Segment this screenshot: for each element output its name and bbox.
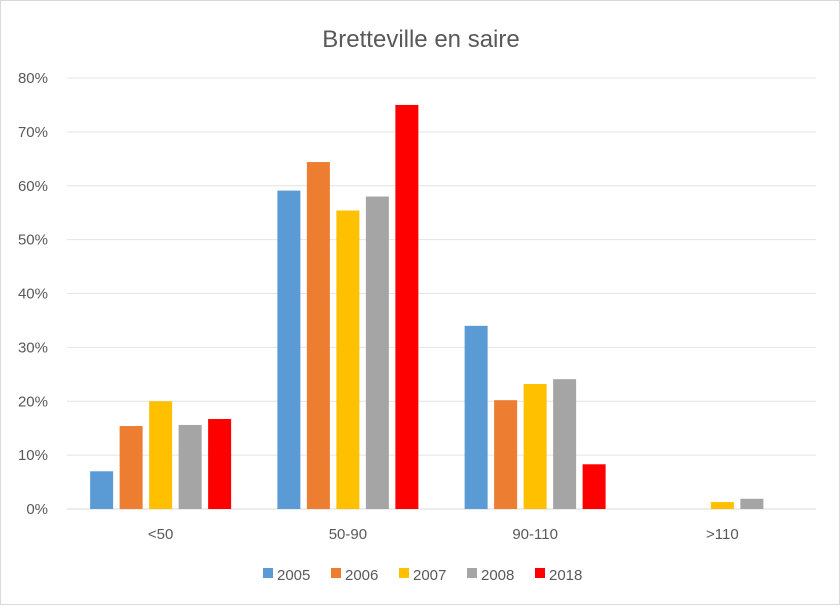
- bar-2018-90-110: [582, 464, 606, 509]
- bar-2007-50-90: [336, 210, 360, 509]
- bar-2008-<50: [178, 424, 202, 509]
- x-tick-label: 90-110: [512, 526, 558, 543]
- bar-2008-90-110: [553, 379, 577, 509]
- y-tick-label: 10%: [18, 447, 48, 464]
- bar-2006-50-90: [306, 162, 330, 510]
- y-tick-label: 60%: [18, 178, 48, 195]
- bar-2005-50-90: [277, 190, 301, 509]
- legend-swatch-2007: [399, 568, 409, 578]
- bar-2005-<50: [90, 471, 114, 509]
- legend-label: 2005: [277, 567, 310, 584]
- chart-title: Bretteville en saire: [322, 26, 519, 53]
- y-tick-label: 40%: [18, 286, 48, 303]
- legend-swatch-2008: [467, 568, 477, 578]
- x-tick-label: >110: [706, 526, 739, 543]
- y-tick-label: 0%: [26, 501, 48, 518]
- bar-2007-<50: [149, 401, 173, 509]
- legend-swatch-2005: [263, 568, 273, 578]
- bar-2007->110: [710, 501, 734, 509]
- bar-2008->110: [740, 498, 764, 509]
- x-tick-label: 50-90: [329, 526, 367, 543]
- y-tick-label: 80%: [18, 70, 48, 87]
- legend-label: 2018: [549, 567, 582, 584]
- legend-swatch-2006: [331, 568, 341, 578]
- y-tick-label: 50%: [18, 232, 48, 249]
- legend-swatch-2018: [535, 568, 545, 578]
- bar-2006-<50: [119, 426, 143, 509]
- bar-2018-<50: [208, 419, 232, 509]
- x-tick-label: <50: [148, 526, 173, 543]
- legend-label: 2008: [481, 567, 514, 584]
- bar-2018-50-90: [395, 104, 419, 509]
- bar-2006-90-110: [494, 400, 518, 509]
- y-tick-label: 20%: [18, 393, 48, 410]
- bar-2005-90-110: [464, 325, 488, 509]
- bar-2008-50-90: [365, 196, 389, 509]
- y-tick-label: 30%: [18, 339, 48, 356]
- y-tick-label: 70%: [18, 124, 48, 141]
- bar-2007-90-110: [523, 384, 547, 509]
- legend-label: 2006: [345, 567, 378, 584]
- legend-label: 2007: [413, 567, 446, 584]
